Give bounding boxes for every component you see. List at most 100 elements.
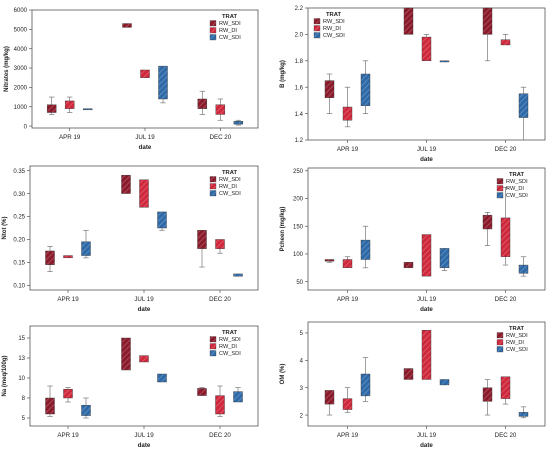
y-tick-label: 50 [296,280,303,286]
iqr-box [122,23,132,28]
y-tick-label: 8 [22,396,26,402]
iqr-box [421,330,432,380]
iqr-box [342,259,353,269]
chart-panel-4: 50 100 150 200 250 Pcheen (mg/kg) APR 19 JUL 19… [280,167,546,313]
iqr-box [482,387,493,402]
iqr-box [500,39,511,46]
iqr-box [233,121,244,125]
iqr-box [157,373,167,383]
box-rw_di-1 [64,96,75,113]
y-tick-label: 2.0 [295,33,304,39]
iqr-box [342,398,353,410]
box-rw_di-3 [215,239,225,254]
x-tick-label: APR 19 [337,146,359,153]
x-tick-label: DEC 20 [209,134,231,141]
y-tick-label: 0.20 [13,238,25,244]
y-tick-label: 15 [18,336,25,342]
iqr-box [360,239,371,260]
box-rw_di-2 [139,355,149,363]
legend-swatch-cw_sdi [313,32,321,39]
y-tick-label: 0.10 [13,284,25,290]
box-cw_sdi-2 [439,379,450,386]
box-rw_di-1 [342,86,353,128]
x-tick-label: JUL 19 [417,146,437,153]
x-tick-label: JUL 19 [135,134,155,141]
box-rw_di-2 [421,234,432,277]
x-axis-label: date [138,442,151,449]
y-axis-label: Pcheen (mg/kg) [280,207,286,252]
chart-panel-6: 2 3 4 5 OM (%) APR 19 JUL 19 DEC 20 date TRATRW_S… [280,321,546,449]
iqr-box [324,80,335,98]
x-tick-label: JUL 19 [134,432,154,439]
y-tick-label: 100 [293,252,304,258]
legend-label-rw_sdi: RW_SDI [219,337,241,343]
x-tick-label: APR 19 [337,432,359,439]
box-rw_sdi-3 [197,90,208,115]
box-cw_sdi-2 [157,211,167,231]
box-rw_di-2 [421,34,432,62]
iqr-box [518,264,529,274]
legend-swatch-rw_di [313,25,321,32]
y-tick-label: 0.15 [13,261,25,267]
y-tick-label: 2000 [14,86,28,92]
y-tick-label: 1.2 [295,138,304,144]
iqr-box [324,390,335,405]
y-tick-label: 0 [24,124,28,130]
box-cw_sdi-3 [518,406,529,419]
iqr-box [439,248,450,269]
iqr-box [157,211,167,229]
legend-label-cw_sdi: CW_SDI [219,35,241,41]
chart-panel-2: 1.2 1.4 1.6 1.8 2.0 2.2 B (mg/kg) APR 19 JUL 19 D… [280,6,546,163]
box-rw_sdi-3 [197,387,207,396]
box-rw_di-3 [500,376,511,405]
x-axis-label: date [420,442,433,449]
x-tick-label: APR 19 [337,296,359,303]
iqr-box [197,230,207,249]
legend-title: TRAT [509,326,524,332]
box-rw_sdi-2 [403,262,414,269]
iqr-box [518,412,529,417]
box-rw_sdi-2 [121,174,131,194]
box-cw_sdi-2 [157,373,167,383]
legend-label-rw_di: RW_DI [219,184,237,190]
legend-label-rw_sdi: RW_SDI [506,333,528,339]
box-cw_sdi-2 [439,60,450,63]
legend-label-rw_di: RW_DI [506,340,524,346]
y-tick-label: 2 [300,413,304,419]
iqr-box [360,73,371,106]
iqr-box [81,405,91,416]
x-tick-label: APR 19 [59,134,81,141]
y-tick-label: 13 [18,356,25,362]
x-tick-label: DEC 20 [495,296,517,303]
x-tick-label: DEC 20 [495,432,517,439]
box-rw_sdi-1 [324,259,335,263]
y-tick-label: 250 [293,169,304,175]
y-tick-label: 10 [18,376,25,382]
iqr-box [500,217,511,257]
y-tick-label: 6000 [14,8,28,14]
y-tick-label: 200 [293,197,304,203]
legend-label-rw_di: RW_DI [506,186,524,192]
iqr-box [233,273,243,277]
legend-swatch-rw_di [209,343,217,350]
box-rw_sdi-1 [324,73,335,114]
box-rw_sdi-3 [197,230,207,268]
box-rw_sdi-2 [122,23,132,28]
box-rw_di-3 [500,34,511,46]
iqr-box [342,106,353,121]
legend-swatch-rw_di [496,185,504,192]
y-tick-label: 3 [300,386,304,392]
box-rw_di-2 [421,330,432,380]
y-tick-label: 5 [22,416,26,422]
box-cw_sdi-1 [360,60,371,114]
box-rw_di-2 [140,69,150,78]
box-cw_sdi-1 [81,397,91,419]
chart-panel-3: 0.10 0.15 0.20 0.25 0.30 0.35 Ntot (%) APR 19 JU… [2,165,259,313]
chart-panel-5: 5 8 10 13 15 Na (meq/100g) APR 19 JUL 19 DEC 20 d… [2,325,259,449]
iqr-box [482,7,493,35]
y-axis-label: OM (%) [280,364,286,385]
y-tick-label: 1.6 [295,85,304,91]
box-cw_sdi-3 [518,256,529,277]
